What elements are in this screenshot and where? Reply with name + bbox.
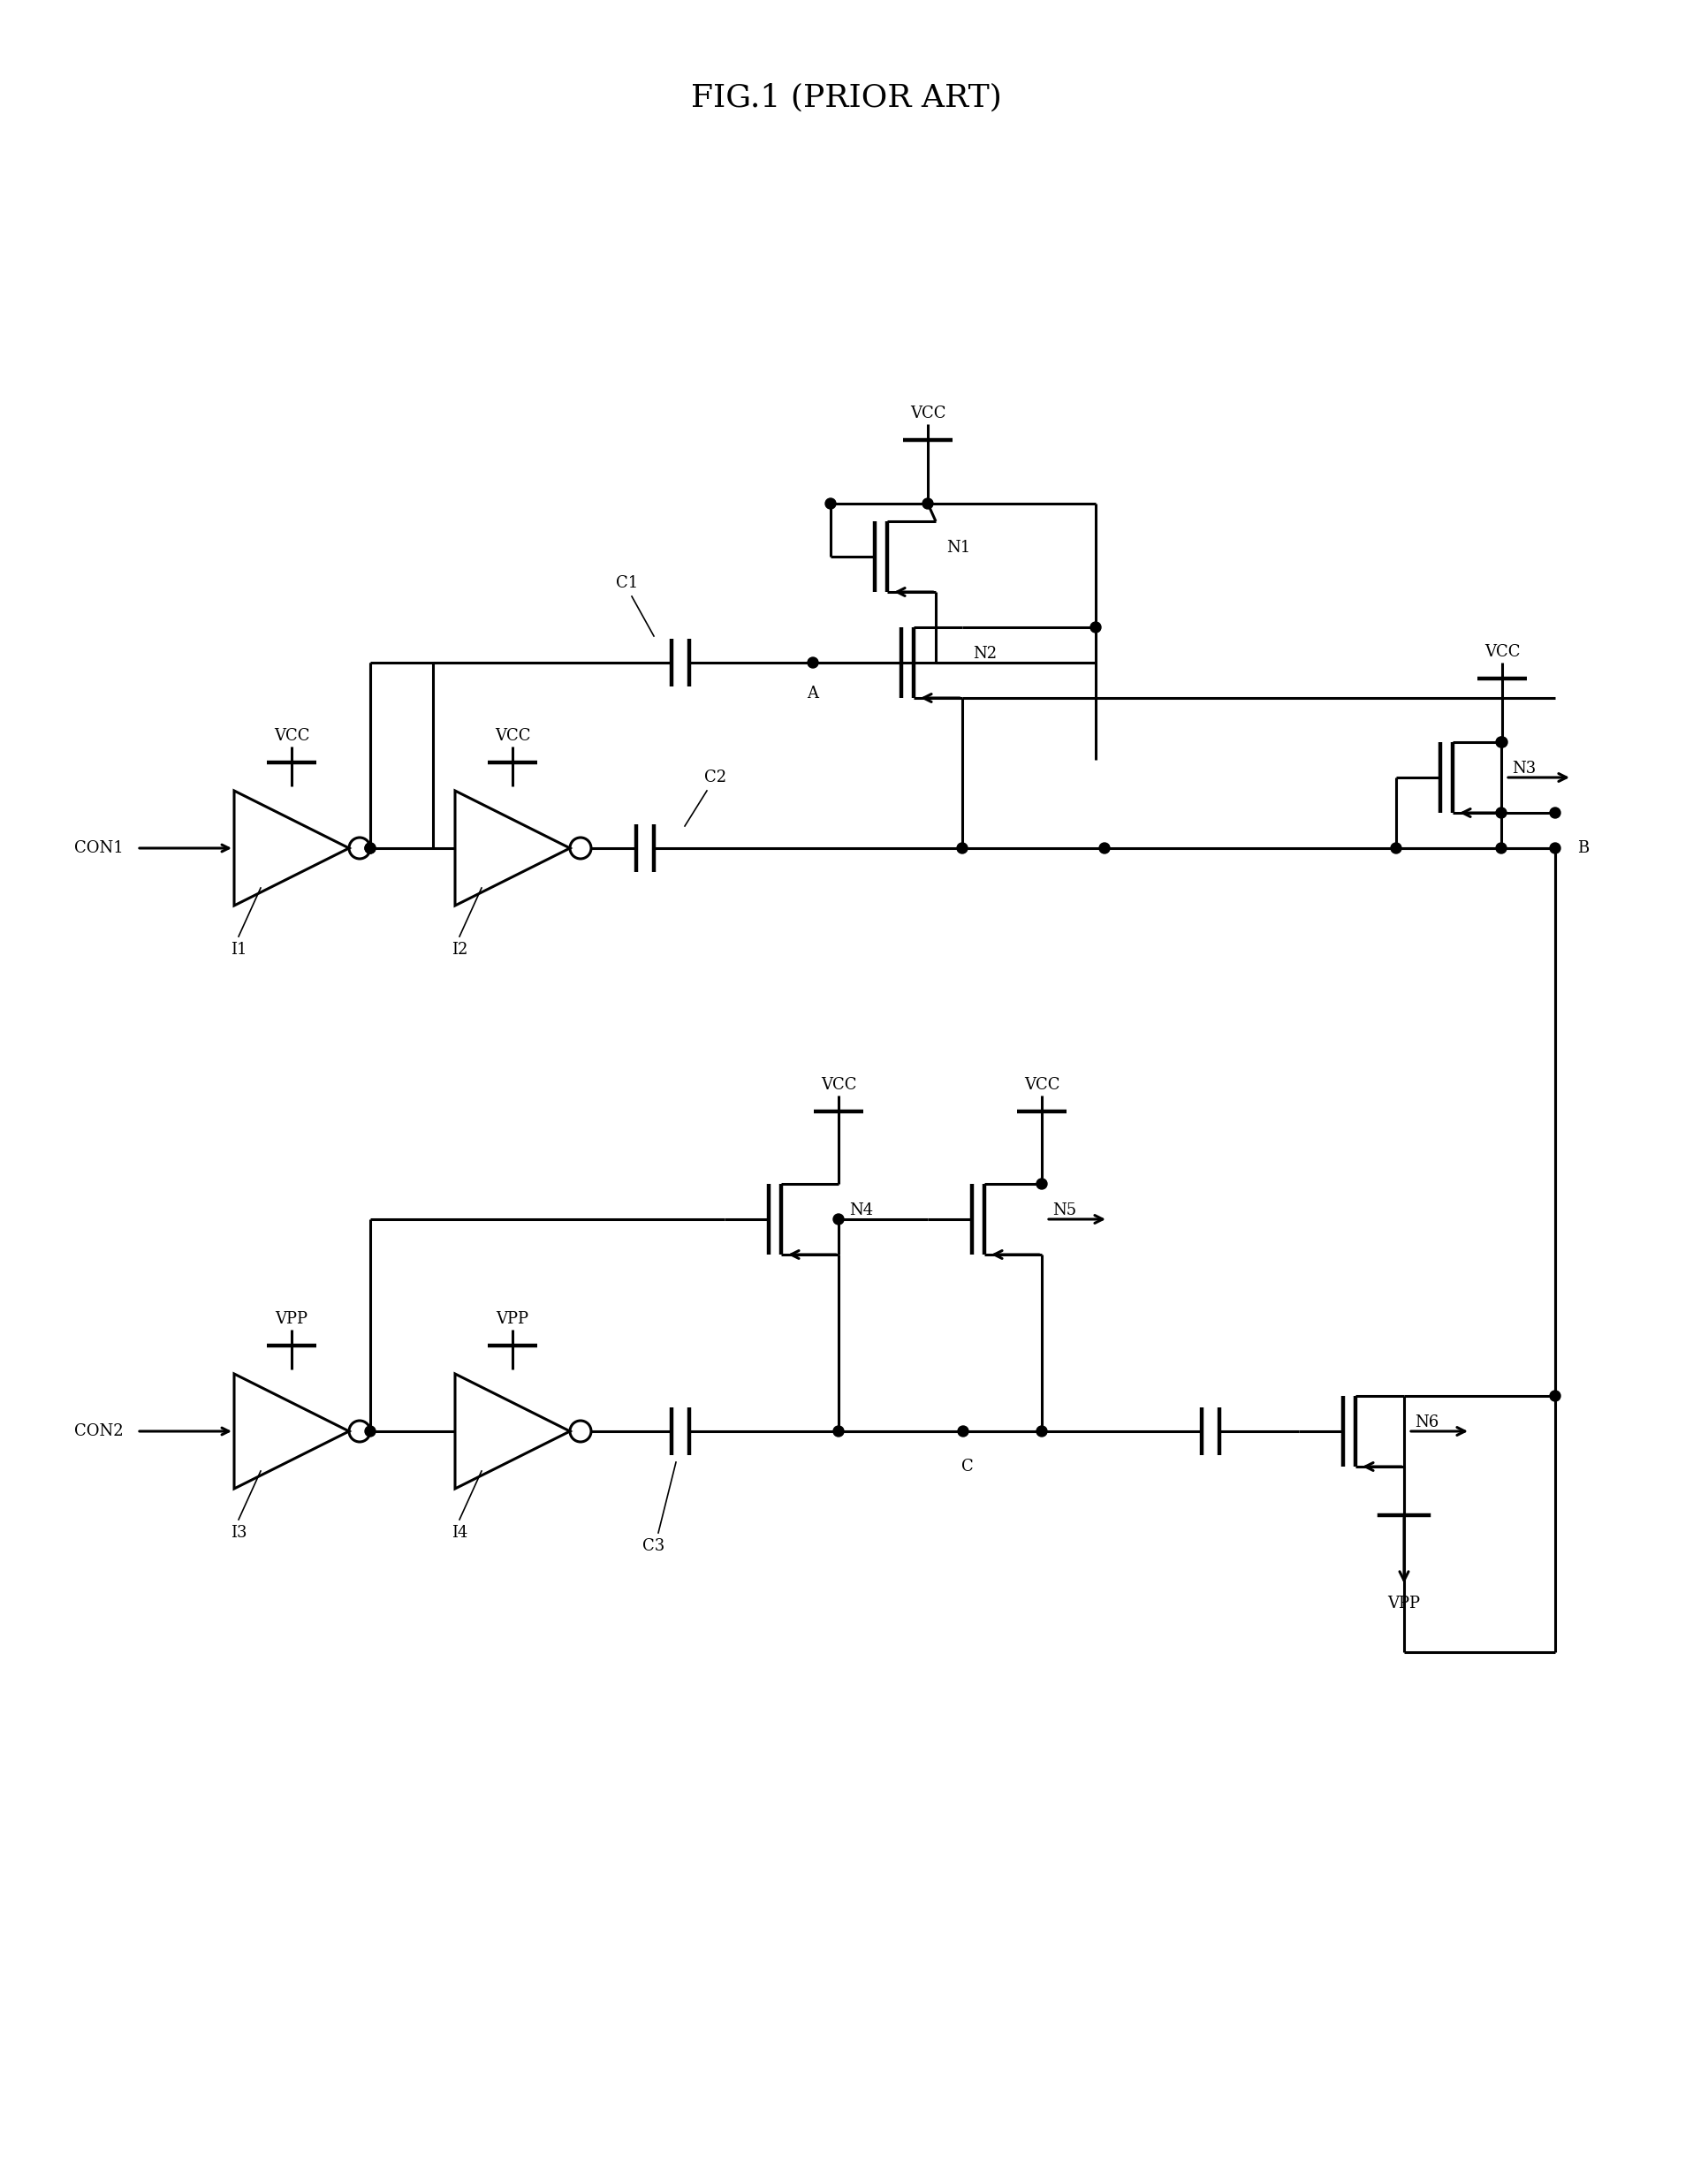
Circle shape xyxy=(808,657,818,668)
Text: VCC: VCC xyxy=(909,406,946,422)
Circle shape xyxy=(1090,622,1100,633)
Text: N1: N1 xyxy=(946,539,970,555)
Circle shape xyxy=(366,1426,376,1437)
Text: VCC: VCC xyxy=(274,727,310,745)
Circle shape xyxy=(1099,843,1111,854)
Text: VCC: VCC xyxy=(494,727,530,745)
Text: I1: I1 xyxy=(230,941,247,959)
Circle shape xyxy=(1036,1179,1046,1188)
Circle shape xyxy=(1497,736,1507,747)
Text: CON2: CON2 xyxy=(74,1424,124,1439)
Circle shape xyxy=(923,498,933,509)
Circle shape xyxy=(1392,843,1402,854)
Circle shape xyxy=(366,843,376,854)
Text: N6: N6 xyxy=(1415,1415,1439,1431)
Text: B: B xyxy=(1578,841,1590,856)
Circle shape xyxy=(1497,736,1507,747)
Circle shape xyxy=(1036,1426,1046,1437)
Circle shape xyxy=(1549,808,1561,819)
Text: C3: C3 xyxy=(643,1538,665,1555)
Text: I3: I3 xyxy=(230,1524,247,1542)
Text: FIG.1 (PRIOR ART): FIG.1 (PRIOR ART) xyxy=(691,83,1002,111)
Circle shape xyxy=(824,498,836,509)
Text: CON1: CON1 xyxy=(74,841,124,856)
Text: VCC: VCC xyxy=(1485,644,1520,660)
Text: VPP: VPP xyxy=(496,1310,528,1328)
Text: VCC: VCC xyxy=(821,1077,857,1092)
Text: A: A xyxy=(808,686,819,701)
Text: I2: I2 xyxy=(452,941,467,959)
Text: N5: N5 xyxy=(1053,1203,1077,1219)
Text: C2: C2 xyxy=(704,769,726,786)
Circle shape xyxy=(958,1426,968,1437)
Text: C: C xyxy=(962,1459,973,1474)
Circle shape xyxy=(1497,808,1507,819)
Circle shape xyxy=(957,843,968,854)
Circle shape xyxy=(1549,1391,1561,1402)
Text: VPP: VPP xyxy=(276,1310,308,1328)
Text: N3: N3 xyxy=(1512,760,1536,778)
Circle shape xyxy=(833,1426,843,1437)
Text: I4: I4 xyxy=(452,1524,467,1542)
Circle shape xyxy=(366,843,376,854)
Text: VCC: VCC xyxy=(1024,1077,1060,1092)
Circle shape xyxy=(1549,843,1561,854)
Circle shape xyxy=(1497,843,1507,854)
Text: VPP: VPP xyxy=(1388,1597,1420,1612)
Text: N2: N2 xyxy=(973,646,997,662)
Text: N4: N4 xyxy=(850,1203,874,1219)
Text: C1: C1 xyxy=(616,574,638,592)
Circle shape xyxy=(833,1214,843,1225)
